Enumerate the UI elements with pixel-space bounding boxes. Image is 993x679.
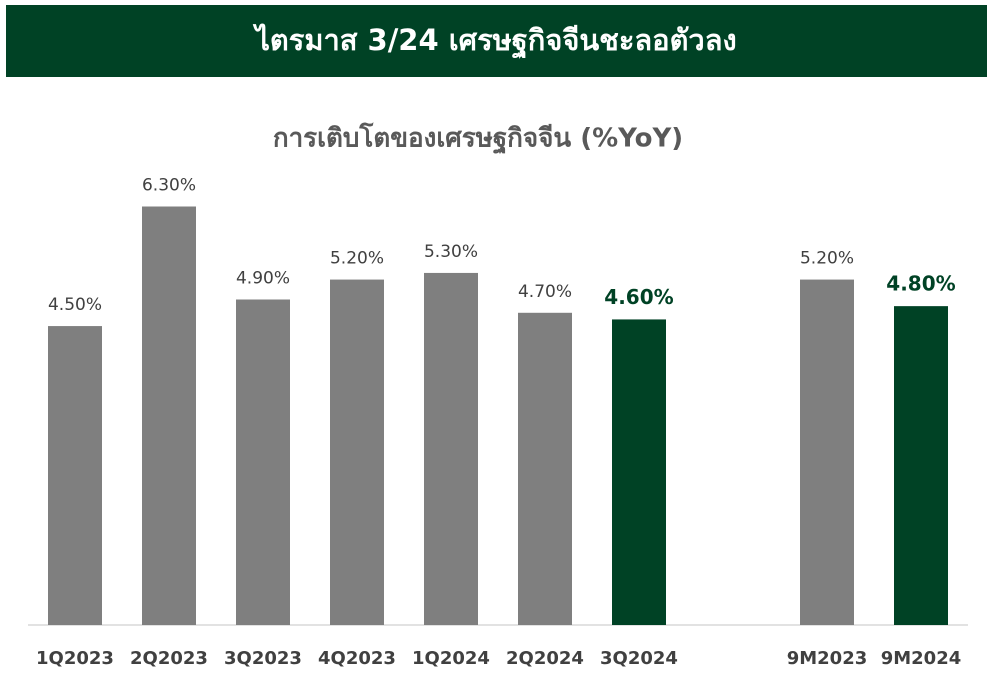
value-label: 4.80% (886, 272, 955, 296)
x-tick-label: 9M2024 (881, 648, 962, 669)
value-label: 4.70% (518, 282, 572, 302)
value-label: 5.20% (800, 249, 854, 269)
x-tick-label: 9M2023 (787, 648, 868, 669)
value-label: 4.60% (604, 285, 673, 309)
value-label: 5.20% (330, 249, 384, 269)
chart-title: การเติบโตของเศรษฐกิจจีน (%YoY) (273, 122, 683, 156)
bar (236, 299, 290, 625)
value-label: 5.30% (424, 242, 478, 262)
x-tick-label: 3Q2024 (600, 648, 678, 669)
header-banner (6, 5, 987, 77)
bar (48, 326, 102, 625)
value-label: 6.30% (142, 176, 196, 196)
bar (330, 279, 384, 625)
x-tick-label: 2Q2023 (130, 648, 208, 669)
x-tick-label: 1Q2023 (36, 648, 114, 669)
x-tick-label: 3Q2023 (224, 648, 302, 669)
x-tick-label: 1Q2024 (412, 648, 490, 669)
x-tick-label: 2Q2024 (506, 648, 584, 669)
value-label: 4.50% (48, 295, 102, 315)
bar (612, 319, 666, 625)
bar (142, 206, 196, 625)
x-tick-label: 4Q2023 (318, 648, 396, 669)
header-title: ไตรมาส 3/24 เศรษฐกิจจีนชะลอตัวลง (252, 23, 736, 59)
bar (894, 306, 948, 625)
bar (424, 272, 478, 625)
value-label: 4.90% (236, 269, 290, 289)
bar (800, 279, 854, 625)
bar (518, 312, 572, 625)
